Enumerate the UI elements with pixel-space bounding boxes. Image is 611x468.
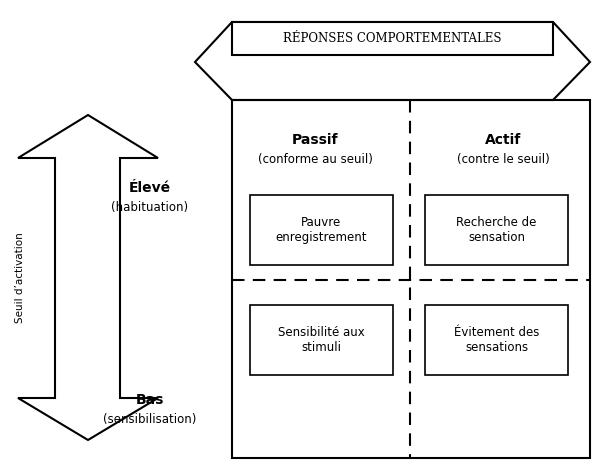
- Text: RÉPONSES COMPORTEMENTALES: RÉPONSES COMPORTEMENTALES: [283, 31, 501, 44]
- Bar: [425, 305, 568, 375]
- Bar: [250, 195, 393, 265]
- Text: (conforme au seuil): (conforme au seuil): [258, 154, 373, 167]
- Text: Évitement des
sensations: Évitement des sensations: [454, 326, 539, 354]
- Bar: [425, 195, 568, 265]
- Bar: [232, 100, 590, 458]
- Polygon shape: [18, 115, 158, 440]
- Text: (habituation): (habituation): [111, 202, 189, 214]
- Bar: [232, 22, 553, 55]
- Text: (contre le seuil): (contre le seuil): [456, 154, 549, 167]
- Text: Passif: Passif: [291, 133, 338, 147]
- Polygon shape: [195, 22, 590, 100]
- Text: Recherche de
sensation: Recherche de sensation: [456, 216, 536, 244]
- Bar: [250, 305, 393, 375]
- Text: Seuil d’activation: Seuil d’activation: [15, 233, 25, 323]
- Text: Pauvre
enregistrement: Pauvre enregistrement: [276, 216, 367, 244]
- Text: Sensibilité aux
stimuli: Sensibilité aux stimuli: [278, 326, 365, 354]
- Text: Bas: Bas: [136, 393, 164, 407]
- Text: Actif: Actif: [485, 133, 521, 147]
- Text: Élevé: Élevé: [129, 181, 171, 195]
- Text: (sensibilisation): (sensibilisation): [103, 414, 197, 426]
